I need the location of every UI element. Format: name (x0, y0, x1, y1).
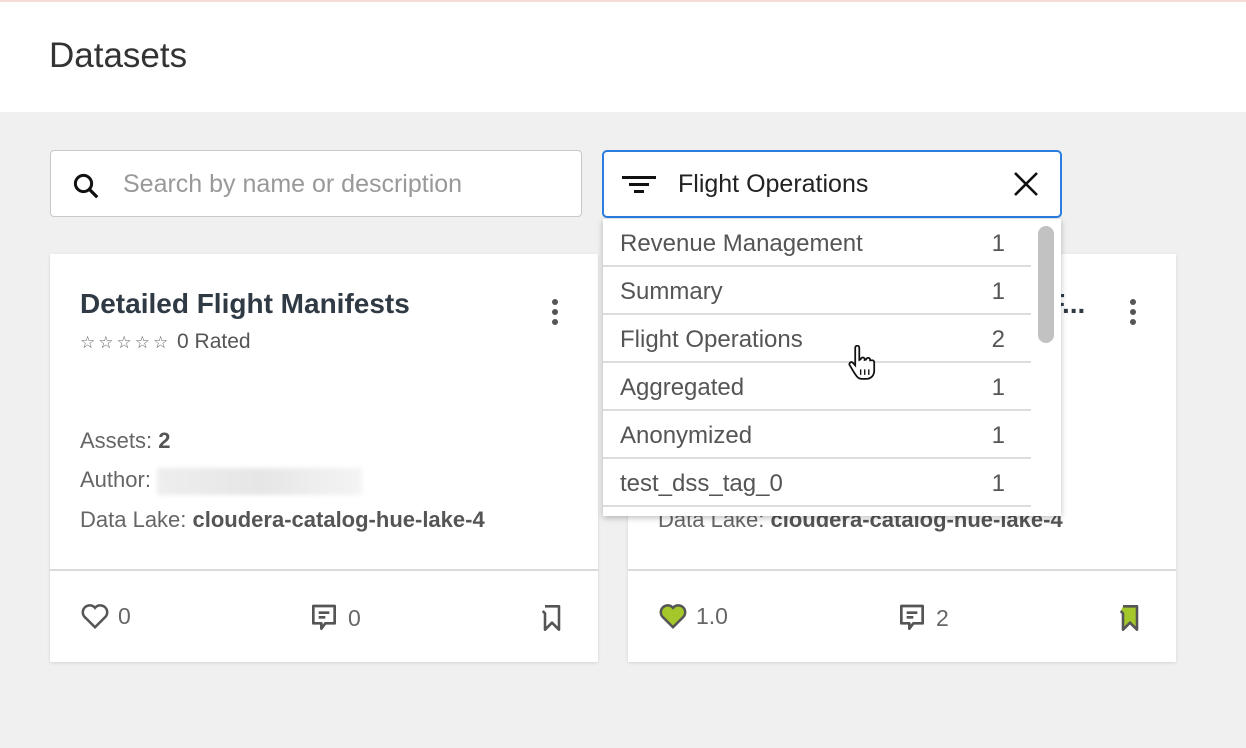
filter-icon (622, 176, 656, 193)
dropdown-option[interactable]: Summary 1 (603, 267, 1031, 315)
dropdown-option[interactable]: test_dss_tag_0 1 (603, 459, 1031, 507)
hand-pointer-cursor-icon (848, 345, 876, 380)
clear-filter-icon[interactable] (1012, 170, 1040, 198)
bookmark-filled-icon[interactable] (1118, 604, 1142, 632)
heart-icon (81, 604, 109, 630)
filter-value: Flight Operations (678, 170, 869, 198)
rated-count: 0 Rated (177, 330, 251, 353)
dropdown-option[interactable]: Anonymized 1 (603, 411, 1031, 459)
author: Author: (80, 467, 363, 495)
dataset-card[interactable]: Detailed Flight Manifests ☆☆☆☆☆ 0 Rated … (50, 254, 598, 662)
comment-count: 0 (348, 604, 361, 631)
comment-icon (312, 604, 336, 630)
page-header: Datasets (0, 2, 1246, 112)
tag-filter-select[interactable]: Flight Operations (602, 150, 1062, 218)
dropdown-scrollbar[interactable] (1038, 226, 1054, 343)
author-redacted (157, 467, 363, 495)
comments-button[interactable]: 0 (308, 602, 361, 634)
comments-button[interactable]: 2 (896, 602, 949, 634)
more-options-icon[interactable] (1128, 298, 1138, 328)
dropdown-option[interactable]: Flight Operations 2 (603, 315, 1031, 363)
data-lake: Data Lake: cloudera-catalog-hue-lake-4 (80, 507, 485, 532)
bookmark-icon[interactable] (540, 604, 564, 632)
search-input[interactable] (123, 167, 563, 201)
dataset-title[interactable]: Detailed Flight Manifests (80, 288, 410, 319)
rating: ☆☆☆☆☆ 0 Rated (80, 330, 251, 354)
search-box[interactable] (50, 150, 582, 217)
search-icon (73, 173, 99, 199)
comment-count: 2 (936, 604, 949, 631)
assets-count: Assets: 2 (80, 428, 171, 453)
like-count: 0 (118, 602, 131, 629)
card-divider (50, 569, 598, 571)
dropdown-option[interactable]: Revenue Management 1 (603, 219, 1031, 267)
tag-dropdown-list: Revenue Management 1 Summary 1 Flight Oper… (603, 219, 1061, 516)
page-title: Datasets (49, 36, 188, 75)
top-accent-line (0, 0, 1246, 2)
dropdown-option[interactable]: Aggregated 1 (603, 363, 1031, 411)
like-button[interactable]: 0 (80, 602, 131, 630)
like-button[interactable]: 1.0 (658, 602, 728, 630)
like-count: 1.0 (696, 602, 728, 629)
comment-icon (900, 604, 924, 630)
heart-filled-icon (659, 604, 687, 630)
card-divider (628, 569, 1176, 571)
star-rating-icon[interactable]: ☆☆☆☆☆ (80, 333, 172, 352)
more-options-icon[interactable] (550, 298, 560, 328)
